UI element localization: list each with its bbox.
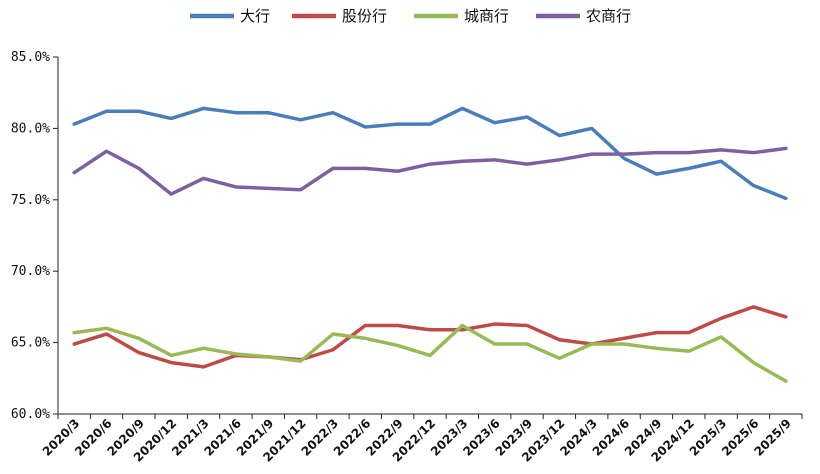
y-tick-label: 60.0% <box>11 407 50 422</box>
series-layer <box>72 106 788 383</box>
series-line <box>72 305 788 369</box>
legend-label: 城商行 <box>464 7 509 25</box>
y-tick-label: 75.0% <box>11 193 50 208</box>
y-tick-label: 70.0% <box>11 264 50 279</box>
series-line <box>72 106 788 201</box>
legend-label: 农商行 <box>586 7 631 25</box>
legend-item: 农商行 <box>536 7 631 25</box>
series-line <box>72 323 788 383</box>
series-line <box>72 146 788 196</box>
x-axis: 2020/32020/62020/92020/122021/32021/6202… <box>40 413 803 465</box>
legend-item: 大行 <box>190 7 270 25</box>
legend-item: 城商行 <box>414 7 509 25</box>
y-tick-label: 85.0% <box>11 50 50 65</box>
y-axis: 60.0% 65.0% 70.0% 75.0% 80.0% 85.0% <box>11 50 59 422</box>
legend-item: 股份行 <box>292 7 387 25</box>
legend: 大行 股份行 城商行 农商行 <box>190 7 631 25</box>
y-tick-label: 65.0% <box>11 336 50 351</box>
y-tick-label: 80.0% <box>11 121 50 136</box>
legend-label: 大行 <box>240 7 270 25</box>
legend-label: 股份行 <box>342 7 387 25</box>
